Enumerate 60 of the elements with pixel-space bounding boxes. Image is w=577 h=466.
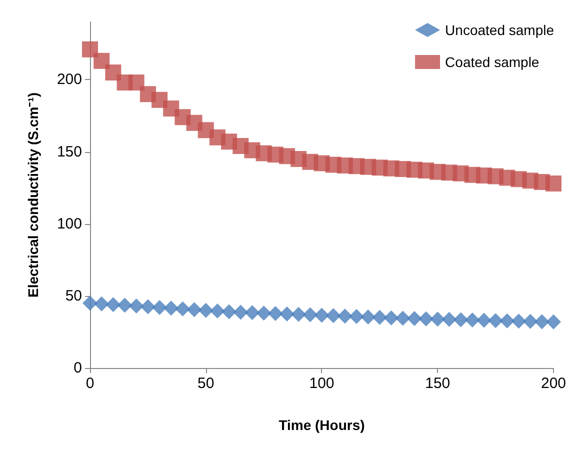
point [337,308,352,324]
y-tick-label: 0 [74,360,82,376]
point [349,309,364,324]
point [442,312,457,327]
point [476,312,492,328]
point [244,305,260,320]
y-tick-label: 200 [56,71,82,88]
point [105,64,122,80]
point [210,304,225,319]
point [314,308,330,323]
point [326,308,341,324]
point [106,297,121,312]
point [140,299,156,314]
point [360,309,376,324]
point [198,302,214,318]
point [268,306,283,322]
point [546,314,561,330]
x-tick-label: 100 [309,375,334,392]
point [94,296,110,312]
point [302,307,318,322]
x-tick-label: 0 [86,375,94,392]
point [545,175,562,192]
point [233,304,248,320]
point [406,311,422,326]
point [500,313,515,328]
x-axis-title: Time (Hours) [278,417,365,433]
x-tick-label: 200 [540,375,566,392]
point [384,310,399,326]
point [534,314,550,330]
point [82,296,98,311]
point [128,298,144,314]
point [395,310,410,326]
point [117,298,132,313]
point [152,300,168,315]
point [175,301,190,316]
point [453,312,468,328]
point [94,52,110,69]
point [279,306,294,322]
y-tick-label: 150 [56,143,82,160]
point [164,300,179,316]
point [511,314,526,329]
y-tick-label: 50 [65,287,82,304]
point [430,312,446,327]
point [464,312,480,328]
point [372,310,388,325]
point [186,302,202,318]
y-tick-label: 100 [56,215,82,232]
point [128,74,144,91]
point [522,314,538,329]
y-axis-title: Electrical conductivity (S.cm⁻¹) [25,92,41,298]
legend-label: Coated sample [445,54,540,70]
legend-label: Uncoated sample [445,22,554,38]
point [222,304,237,320]
point [488,313,504,328]
point [418,311,434,326]
x-tick-label: 50 [198,375,214,392]
point [82,41,98,58]
point [256,306,272,321]
x-tick-label: 150 [425,375,450,392]
point [291,306,306,322]
